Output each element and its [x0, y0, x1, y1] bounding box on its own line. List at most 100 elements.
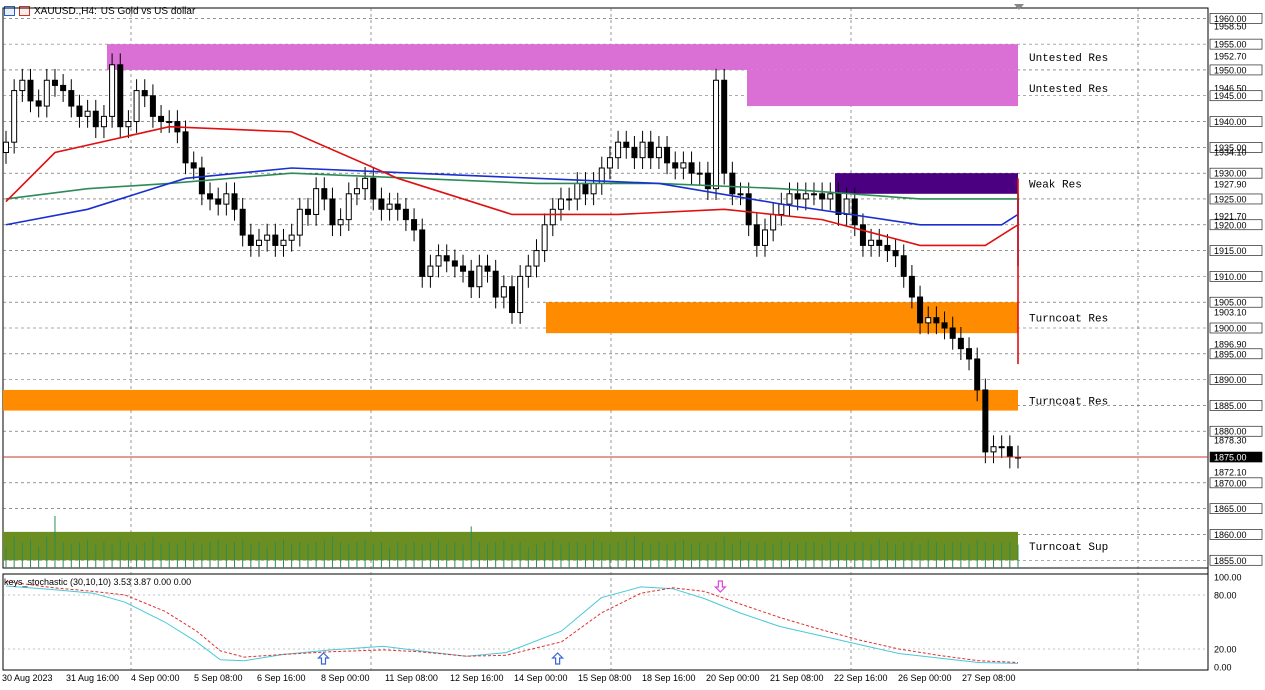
candle-bull: [541, 224, 548, 252]
price-tag-box: [1209, 503, 1263, 514]
time-tick: 18 Sep 16:00: [642, 673, 696, 683]
candle-bull: [100, 115, 107, 128]
candle-bull: [533, 250, 540, 267]
candle-bear: [27, 79, 34, 102]
buy-arrow-icon: [551, 652, 565, 665]
indicator-icon: [19, 6, 30, 16]
zone-label: Turncoat Res: [1029, 314, 1108, 326]
candle-bear: [908, 275, 915, 298]
candle-bear: [851, 198, 858, 226]
candle-bull: [337, 219, 344, 226]
candle-bull: [264, 234, 271, 241]
candle-bull: [223, 193, 230, 205]
candle-bull: [166, 121, 173, 124]
candle-bear: [182, 131, 189, 164]
price-tick: 1896.90: [1214, 340, 1247, 350]
price-tick: 1860.00: [1214, 530, 1247, 540]
candle-bear: [443, 255, 450, 262]
candle-bear: [688, 162, 695, 174]
zone-rect: [3, 389, 1018, 411]
price-tick: 1875.00: [1214, 453, 1247, 463]
price-tick: 1950.00: [1214, 65, 1247, 75]
candle-bear: [402, 208, 409, 221]
price-tick: 1958.50: [1214, 22, 1247, 32]
candle-bear: [819, 193, 826, 200]
candle-bull: [133, 90, 140, 123]
candle-bear: [321, 188, 328, 200]
price-tag-box: [1209, 64, 1263, 76]
candle-bear: [900, 255, 907, 277]
candle-bear: [941, 322, 948, 329]
chart-shift-icon: [1014, 4, 1024, 10]
osc-main-line: [5, 585, 1019, 664]
candle-bear: [484, 265, 491, 272]
candle-bull: [696, 172, 703, 175]
candle-bear: [304, 208, 311, 215]
price-tick: 1870.00: [1214, 478, 1247, 488]
candle-bear: [141, 90, 148, 97]
price-tag-box: [1209, 116, 1263, 127]
candle-bull: [639, 141, 646, 159]
price-tag-box: [1209, 296, 1263, 308]
price-tag-box: [1209, 529, 1263, 540]
candle-bear: [509, 286, 515, 314]
candle-bear: [247, 234, 254, 246]
candle-bull: [786, 193, 793, 205]
candle-bear: [51, 79, 58, 86]
candle-bear: [647, 141, 654, 159]
candle-bear: [917, 296, 924, 324]
candle-bull: [770, 213, 777, 231]
time-tick: 4 Sep 00:00: [131, 673, 180, 683]
time-tick: 5 Sep 08:00: [194, 673, 243, 683]
price-tick: 1855.00: [1214, 556, 1247, 566]
price-tag-box: [1209, 13, 1263, 24]
osc-tick: 20.00: [1214, 645, 1237, 655]
candle-bear: [745, 193, 752, 226]
candle-bear: [215, 198, 222, 205]
candle-bull: [386, 203, 393, 210]
candle-bear: [190, 162, 197, 169]
candle-bull: [362, 177, 369, 190]
price-tick: 1927.90: [1214, 180, 1247, 190]
price-tag-box: [1209, 348, 1263, 360]
price-tick: 1952.70: [1214, 52, 1247, 62]
candle-bear: [68, 90, 75, 107]
price-tick: 1960.00: [1214, 14, 1247, 24]
candle-bull: [998, 446, 1005, 449]
candle-bear: [623, 141, 630, 148]
candle-bull: [435, 255, 442, 267]
chart-header: XAUUSD.,H4: US Gold vs US dollar: [4, 4, 195, 18]
candle-bull: [778, 203, 785, 215]
candle-bull: [84, 110, 91, 117]
candle-bull: [549, 208, 556, 226]
candle-bear: [794, 193, 801, 200]
candle-bear: [672, 162, 679, 169]
candle-bear: [149, 95, 156, 117]
price-tick: 1900.00: [1214, 324, 1247, 334]
candle-bear: [582, 182, 589, 195]
price-tag-box: [1209, 38, 1263, 50]
price-tag-box: [1209, 374, 1263, 385]
buy-arrow-icon: [317, 652, 330, 665]
price-tick: 1865.00: [1214, 504, 1247, 514]
candle-bull: [500, 286, 507, 298]
price-tag-box: [1209, 554, 1263, 566]
candle-bull: [280, 239, 287, 246]
candle-bear: [35, 100, 42, 107]
candle-bear: [394, 203, 401, 210]
candle-bull: [810, 193, 817, 196]
price-tick: 1945.00: [1214, 91, 1247, 101]
candle-bear: [835, 193, 842, 215]
time-tick: 6 Sep 16:00: [257, 673, 306, 683]
price-tick: 1935.00: [1214, 143, 1247, 153]
candle-bear: [753, 224, 760, 246]
candle-bear: [892, 250, 899, 257]
price-tick: 1915.00: [1214, 246, 1247, 256]
candle-bull: [868, 239, 875, 246]
candle-bear: [933, 317, 940, 324]
oscillator-pane-frame: [2, 573, 1209, 671]
candle-bull: [843, 198, 850, 215]
zone-rect: [747, 69, 1018, 107]
candle-bull: [345, 193, 352, 221]
